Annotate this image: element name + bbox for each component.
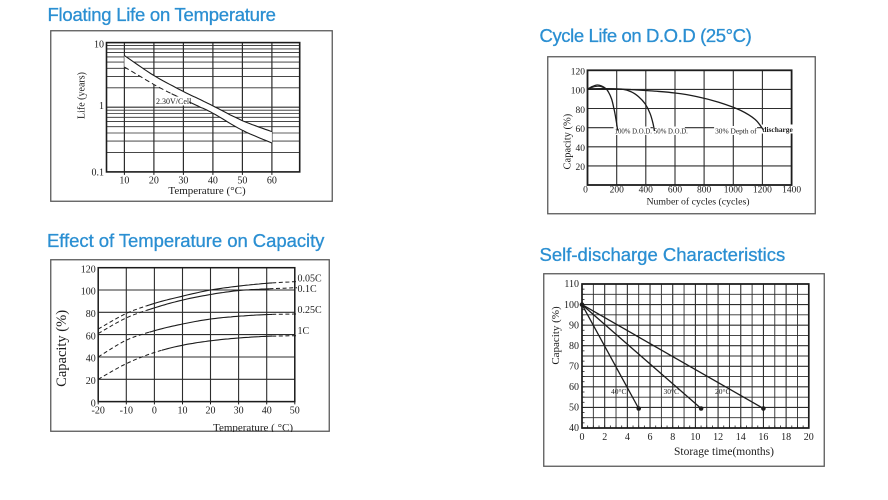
svg-text:1C: 1C	[298, 326, 310, 337]
svg-text:80: 80	[569, 341, 579, 352]
svg-text:1400: 1400	[782, 186, 801, 196]
svg-text:12: 12	[713, 432, 723, 443]
svg-text:100: 100	[81, 286, 96, 297]
svg-text:Number of cycles (cycles): Number of cycles (cycles)	[646, 197, 749, 208]
svg-text:110: 110	[564, 279, 579, 290]
svg-text:-20: -20	[92, 405, 105, 416]
svg-text:0.1: 0.1	[92, 167, 105, 178]
svg-text:-10: -10	[120, 405, 133, 416]
svg-text:2: 2	[602, 432, 607, 443]
svg-text:4: 4	[625, 432, 630, 443]
svg-text:60: 60	[267, 175, 277, 186]
svg-text:Capacity (%): Capacity (%)	[563, 113, 574, 169]
svg-text:Capacity (%): Capacity (%)	[550, 306, 562, 365]
svg-text:30°C: 30°C	[664, 387, 680, 396]
svg-text:80: 80	[576, 106, 586, 116]
svg-text:600: 600	[668, 186, 683, 196]
svg-text:20: 20	[804, 432, 814, 443]
svg-text:120: 120	[81, 264, 96, 275]
svg-text:Temperature (°C): Temperature (°C)	[168, 185, 246, 197]
svg-text:40: 40	[86, 353, 96, 364]
svg-text:20: 20	[206, 405, 216, 416]
svg-text:Life (years): Life (years)	[77, 72, 88, 119]
svg-text:10: 10	[119, 175, 129, 186]
svg-text:Storage time(months): Storage time(months)	[674, 446, 774, 458]
svg-text:discharge: discharge	[762, 125, 793, 134]
svg-text:1000: 1000	[724, 186, 743, 196]
svg-text:0.05C: 0.05C	[298, 273, 323, 284]
svg-text:20: 20	[576, 163, 586, 173]
svg-text:20: 20	[86, 376, 96, 387]
svg-text:400: 400	[639, 186, 654, 196]
svg-text:70: 70	[569, 362, 579, 373]
svg-text:20°C: 20°C	[715, 387, 731, 396]
svg-text:800: 800	[697, 186, 712, 196]
svg-text:100: 100	[571, 87, 586, 97]
svg-text:30: 30	[178, 175, 188, 186]
svg-text:120: 120	[571, 68, 586, 78]
svg-text:1: 1	[99, 100, 104, 111]
svg-text:90: 90	[569, 320, 579, 331]
svg-text:1200: 1200	[753, 186, 772, 196]
svg-text:20: 20	[149, 175, 159, 186]
svg-text:200: 200	[610, 186, 625, 196]
svg-text:50% D.O.D.: 50% D.O.D.	[654, 129, 688, 136]
svg-text:10: 10	[94, 39, 104, 50]
svg-text:40: 40	[262, 405, 272, 416]
svg-text:40: 40	[569, 423, 579, 434]
svg-text:100: 100	[564, 300, 579, 311]
svg-text:0.25C: 0.25C	[298, 305, 323, 316]
svg-text:8: 8	[670, 432, 675, 443]
svg-text:40°C: 40°C	[611, 387, 627, 396]
svg-text:10: 10	[178, 405, 188, 416]
svg-text:60: 60	[569, 382, 579, 393]
svg-text:0: 0	[580, 432, 585, 443]
svg-text:50: 50	[237, 175, 247, 186]
svg-text:0.1C: 0.1C	[298, 284, 318, 295]
svg-text:100% D.O.D.: 100% D.O.D.	[615, 129, 653, 136]
svg-text:6: 6	[648, 432, 653, 443]
svg-text:0: 0	[91, 398, 96, 409]
svg-text:40: 40	[576, 144, 586, 154]
svg-text:16: 16	[758, 432, 768, 443]
svg-text:50: 50	[290, 405, 300, 416]
svg-text:40: 40	[208, 175, 218, 186]
svg-text:2.30V/Cell: 2.30V/Cell	[156, 97, 192, 106]
svg-text:0: 0	[583, 186, 588, 196]
svg-text:30% Depth of: 30% Depth of	[715, 127, 757, 136]
svg-text:80: 80	[86, 309, 96, 320]
svg-text:Temperature ( °C): Temperature ( °C)	[213, 422, 293, 432]
svg-text:30: 30	[234, 405, 244, 416]
svg-text:0: 0	[152, 405, 157, 416]
svg-text:50: 50	[569, 403, 579, 414]
svg-text:18: 18	[781, 432, 791, 443]
svg-text:60: 60	[86, 331, 96, 342]
svg-text:60: 60	[576, 125, 586, 135]
svg-text:Capacity (%): Capacity (%)	[54, 310, 70, 387]
svg-text:14: 14	[736, 432, 746, 443]
svg-text:10: 10	[690, 432, 700, 443]
